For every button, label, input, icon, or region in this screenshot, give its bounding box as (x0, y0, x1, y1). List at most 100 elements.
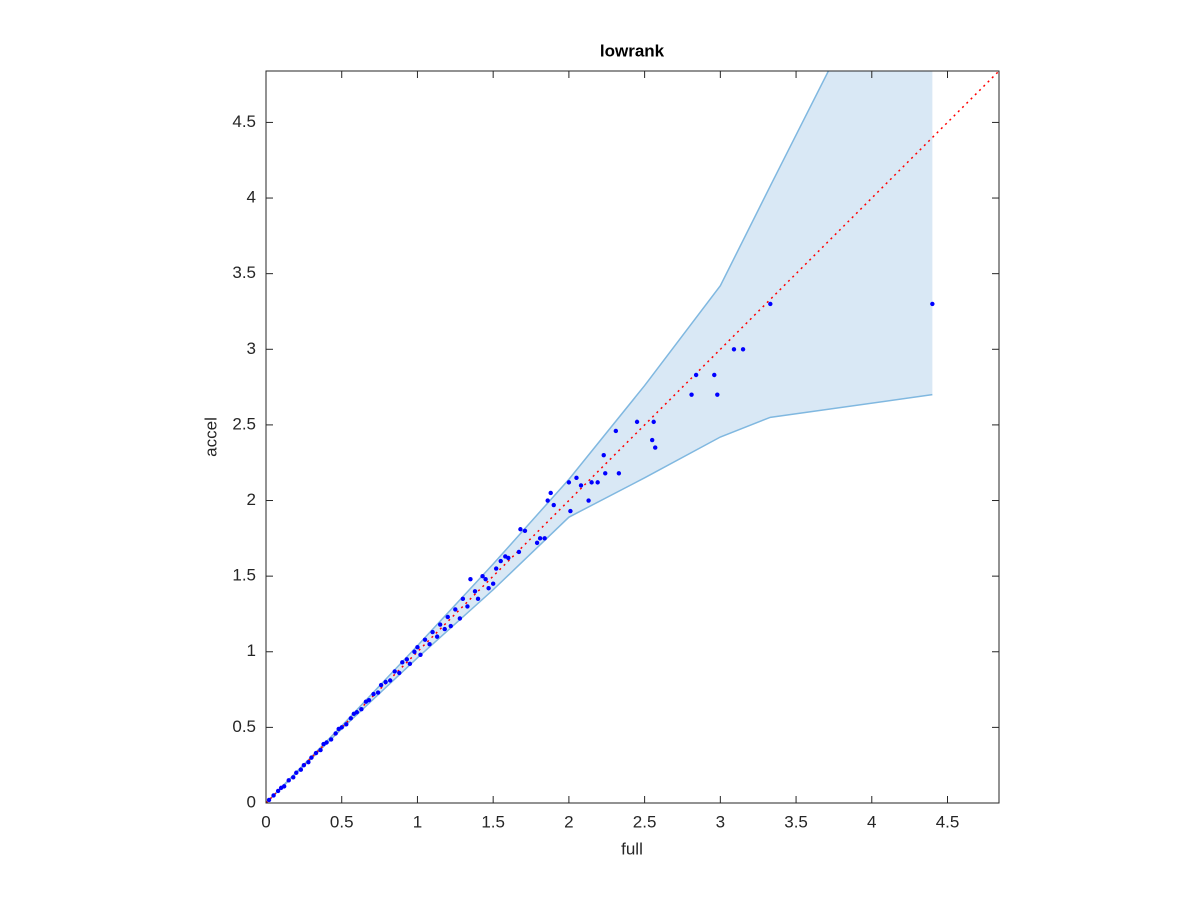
data-point (348, 716, 354, 721)
data-point (545, 498, 550, 503)
data-point (542, 536, 547, 541)
y-tick-label: 0 (247, 792, 256, 811)
data-point (415, 645, 420, 650)
data-point (689, 392, 694, 397)
data-point (653, 445, 658, 450)
data-point (422, 637, 428, 642)
data-point (465, 604, 470, 609)
data-point (301, 762, 307, 768)
x-tick-label: 3 (716, 812, 725, 831)
data-point (400, 660, 405, 665)
data-point (407, 661, 413, 667)
data-point (586, 498, 591, 503)
data-point (712, 372, 717, 378)
data-point (649, 437, 655, 443)
data-point (294, 770, 299, 775)
data-point (457, 616, 463, 621)
data-point (328, 737, 334, 742)
chart-title: lowrank (600, 41, 665, 60)
data-point (404, 657, 410, 662)
data-point (740, 347, 746, 352)
band-lower-line (266, 393, 933, 803)
x-tick-label: 2.5 (633, 812, 657, 831)
data-point (731, 347, 737, 352)
data-point (568, 508, 573, 514)
data-point (486, 586, 491, 591)
data-point (453, 607, 458, 612)
confidence-band (266, 71, 933, 803)
data-point (445, 614, 450, 620)
x-tick-label: 1 (413, 812, 422, 831)
data-point (427, 641, 432, 647)
data-point (387, 678, 393, 683)
data-point (483, 576, 488, 582)
x-tick-label: 3.5 (784, 812, 808, 831)
data-point (468, 576, 473, 582)
data-point (475, 596, 481, 602)
data-point (566, 480, 572, 485)
data-point (480, 573, 485, 579)
data-point (271, 793, 276, 798)
data-point (768, 301, 773, 307)
data-point (589, 480, 594, 485)
x-tick-label: 0 (261, 812, 270, 831)
data-point (286, 778, 291, 783)
data-point (534, 540, 540, 546)
data-point (281, 784, 287, 789)
data-point (430, 629, 435, 635)
data-point (930, 301, 935, 307)
data-point (339, 725, 344, 730)
data-point (651, 419, 656, 425)
data-point (359, 707, 364, 712)
data-point (574, 475, 579, 481)
y-tick-label: 1.5 (232, 566, 256, 585)
data-point (298, 767, 304, 772)
data-point (442, 626, 447, 632)
data-point (634, 419, 640, 425)
data-point (472, 589, 478, 594)
data-point (418, 652, 423, 657)
data-point (378, 682, 384, 688)
y-tick-label: 0.5 (232, 717, 256, 736)
y-tick-label: 1 (247, 641, 256, 660)
data-point (375, 690, 381, 695)
x-tick-label: 1.5 (481, 812, 505, 831)
data-point (490, 581, 496, 586)
data-point (318, 747, 323, 753)
data-point (522, 528, 528, 533)
data-point (506, 555, 511, 561)
data-point (551, 502, 556, 508)
data-point (516, 549, 522, 555)
data-point (309, 755, 314, 760)
data-point (383, 679, 388, 685)
data-point (493, 566, 499, 571)
data-point (306, 759, 311, 765)
reference-line (266, 71, 999, 803)
data-point (603, 471, 608, 476)
data-point (313, 750, 319, 756)
y-tick-label: 3.5 (232, 263, 256, 282)
data-point (460, 596, 466, 602)
y-tick-label: 2.5 (232, 414, 256, 433)
data-point (324, 740, 329, 745)
x-tick-label: 4.5 (936, 812, 960, 831)
data-point (595, 480, 600, 485)
data-point (412, 649, 417, 654)
data-point (548, 490, 553, 496)
plot-area (266, 71, 999, 803)
data-point (434, 634, 440, 639)
y-tick-label: 4 (247, 188, 256, 207)
data-point (397, 670, 402, 676)
data-point (616, 471, 622, 476)
x-axis-label: full (621, 839, 643, 858)
data-point (601, 452, 606, 458)
data-point (437, 622, 443, 627)
data-point (354, 710, 360, 715)
data-point (333, 731, 338, 736)
y-axis-label: accel (201, 417, 220, 457)
x-tick-label: 2 (564, 812, 573, 831)
data-point (371, 691, 376, 697)
data-point (613, 428, 619, 434)
data-point (537, 536, 543, 541)
